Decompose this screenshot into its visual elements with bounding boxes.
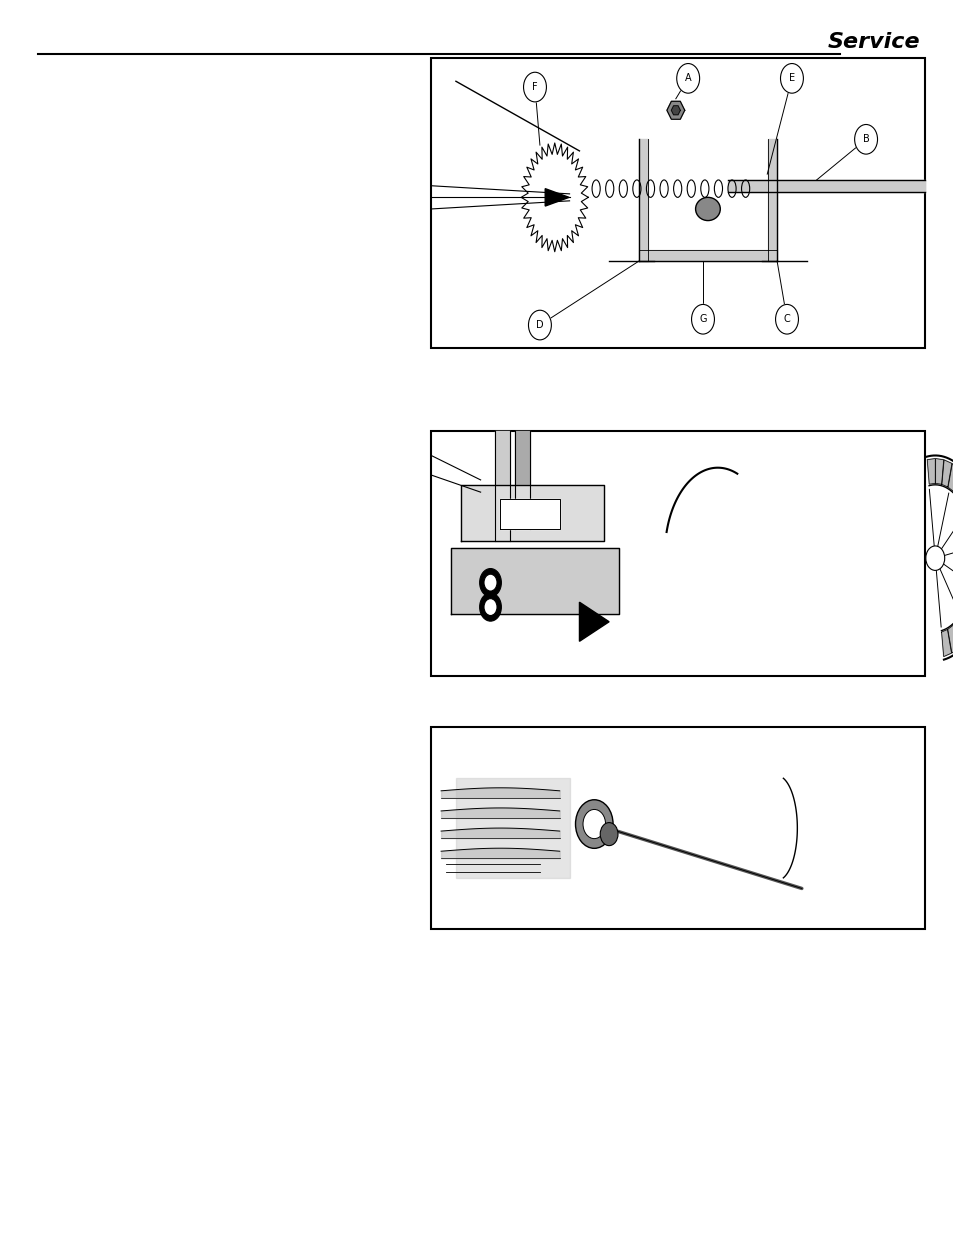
Polygon shape	[946, 625, 953, 653]
Polygon shape	[767, 140, 777, 262]
Text: B: B	[862, 135, 868, 144]
Circle shape	[924, 546, 943, 571]
Polygon shape	[639, 249, 777, 262]
Polygon shape	[460, 485, 603, 541]
Polygon shape	[500, 499, 559, 529]
Circle shape	[599, 823, 618, 846]
Circle shape	[775, 305, 798, 335]
Circle shape	[483, 574, 497, 592]
Circle shape	[479, 593, 501, 621]
Bar	[431, 58, 924, 348]
Text: E: E	[788, 73, 794, 83]
Polygon shape	[935, 458, 943, 484]
Circle shape	[483, 599, 497, 615]
Polygon shape	[941, 630, 950, 657]
Circle shape	[676, 63, 699, 93]
Text: F: F	[532, 82, 537, 93]
Circle shape	[691, 305, 714, 335]
Text: C: C	[782, 314, 789, 325]
Polygon shape	[926, 458, 934, 484]
Circle shape	[575, 800, 613, 848]
Ellipse shape	[695, 198, 720, 221]
Text: A: A	[684, 73, 691, 83]
Polygon shape	[639, 140, 647, 262]
Polygon shape	[578, 603, 608, 641]
Polygon shape	[495, 431, 510, 541]
Circle shape	[854, 125, 877, 154]
Text: G: G	[699, 314, 706, 325]
Polygon shape	[947, 463, 953, 492]
Polygon shape	[451, 548, 618, 614]
Circle shape	[582, 809, 605, 839]
Polygon shape	[544, 189, 568, 206]
Polygon shape	[520, 143, 588, 252]
Polygon shape	[456, 778, 569, 878]
Circle shape	[528, 310, 551, 340]
Circle shape	[780, 63, 802, 93]
Bar	[431, 727, 924, 929]
Polygon shape	[727, 180, 924, 191]
Polygon shape	[941, 459, 951, 487]
Bar	[431, 431, 924, 676]
Text: D: D	[536, 320, 543, 330]
Circle shape	[479, 568, 501, 597]
Circle shape	[523, 73, 546, 103]
Polygon shape	[666, 101, 684, 120]
Polygon shape	[671, 106, 679, 115]
Text: Service: Service	[827, 32, 920, 52]
Polygon shape	[515, 431, 530, 529]
